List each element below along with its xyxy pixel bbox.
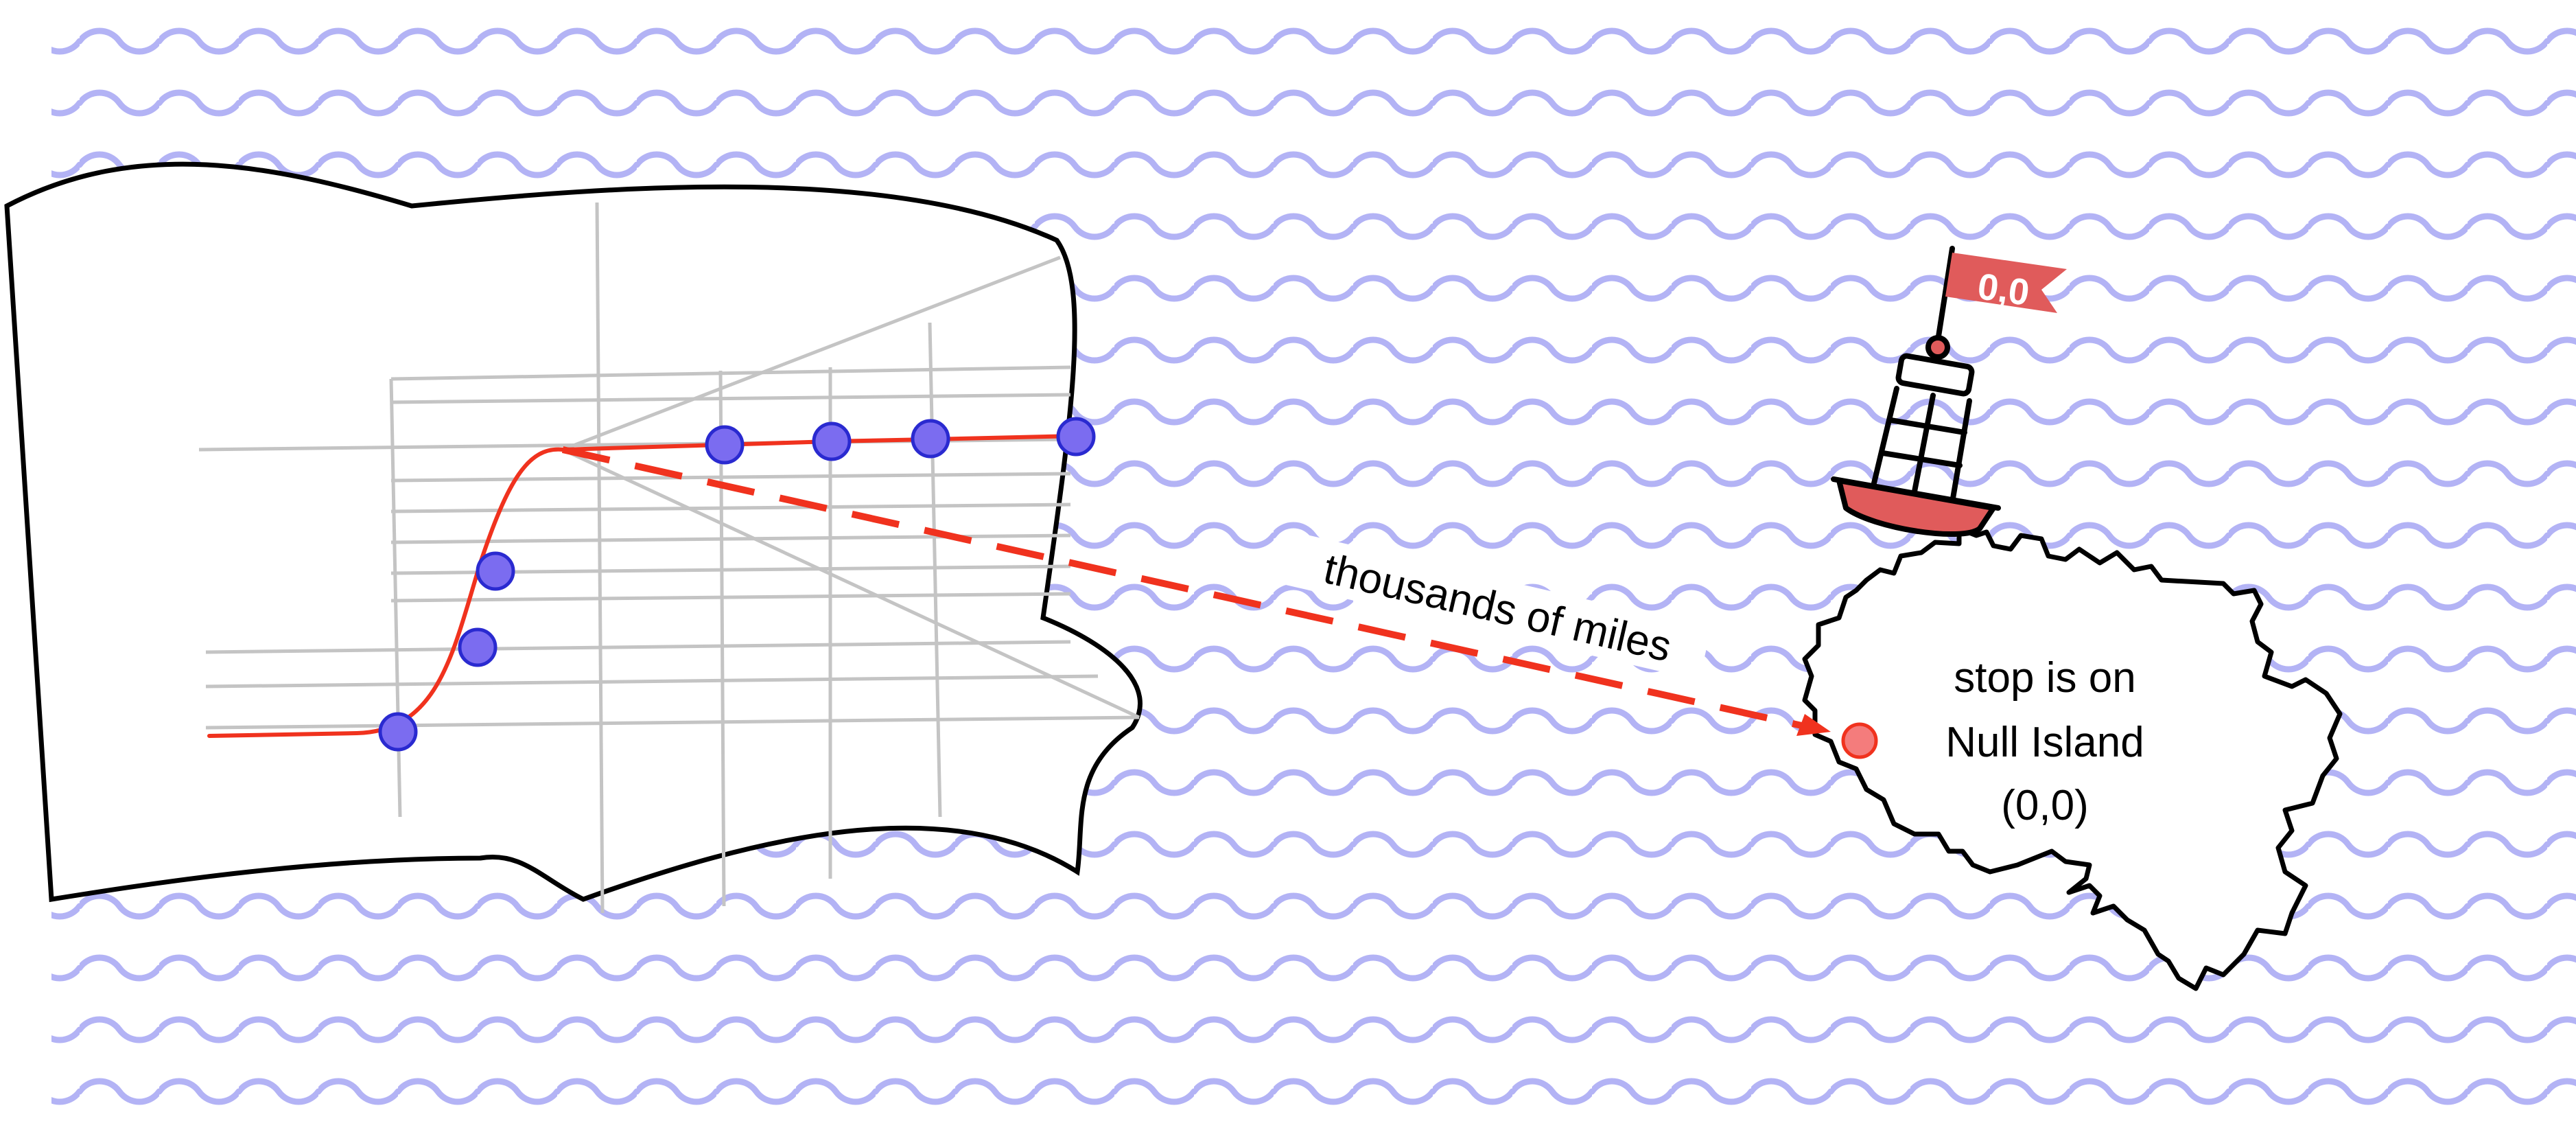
mainland [4, 161, 1143, 903]
null-island-stop [1841, 722, 1878, 759]
street-grid [198, 202, 1140, 914]
distance-label-bg [1285, 532, 1711, 681]
route-stop [378, 712, 418, 752]
distance-arrow [561, 446, 1831, 736]
flag-label: 0,0 [1975, 266, 2032, 314]
route-stop [812, 421, 852, 461]
route-stop [1056, 417, 1096, 457]
flag-icon [1945, 253, 2067, 313]
route-stop [705, 425, 745, 465]
route-stop [458, 627, 497, 667]
route-stop [476, 551, 515, 591]
buoy-icon: 0,0 [1831, 246, 2067, 538]
null-island [1802, 526, 2343, 991]
null-island-label-line-2: Null Island [1945, 719, 2144, 766]
route-stops [378, 417, 1096, 752]
route-stop [911, 419, 950, 459]
null-island-label-line-1: stop is on [1954, 654, 2135, 702]
null-island-label-line-3: (0,0) [2001, 782, 2088, 829]
